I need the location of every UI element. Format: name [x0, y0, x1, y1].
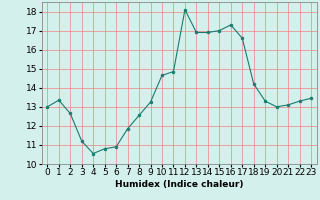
X-axis label: Humidex (Indice chaleur): Humidex (Indice chaleur): [115, 180, 244, 189]
